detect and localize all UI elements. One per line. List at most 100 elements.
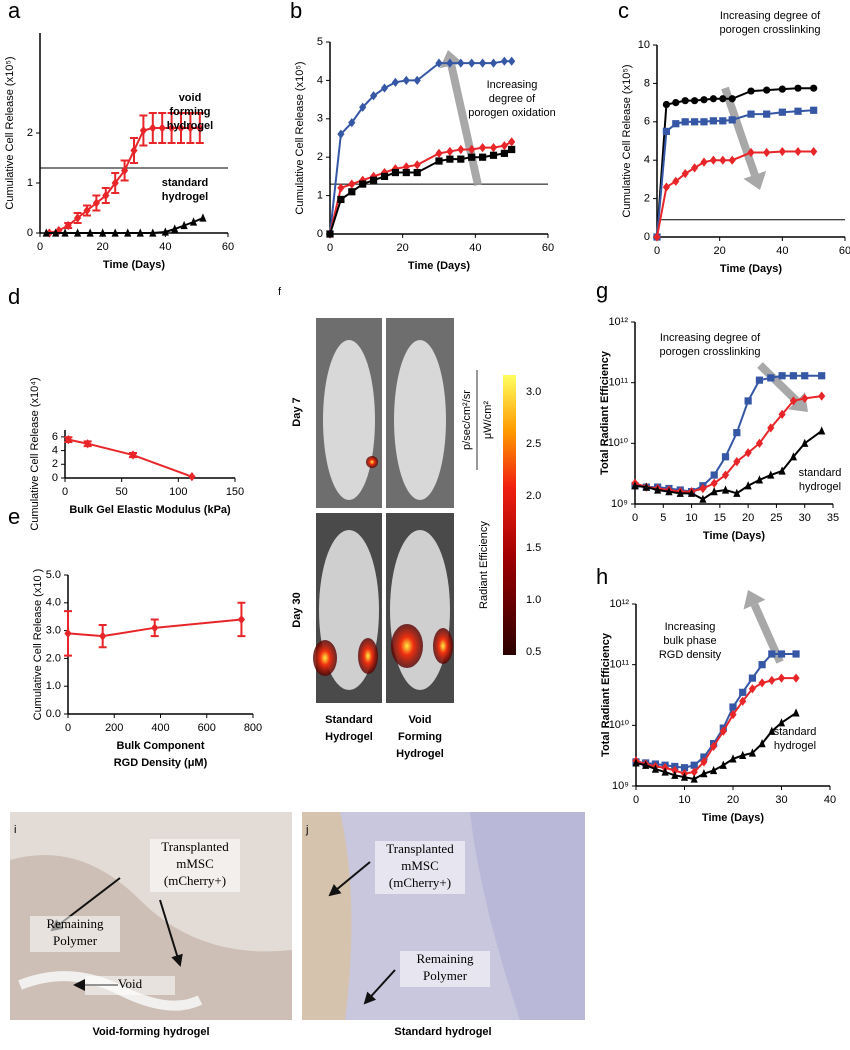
x-axis-label: RGD Density (μM) [114,757,208,769]
marker [755,475,764,484]
y-tick-label: 2 [27,127,33,139]
y-tick-label: 2.0 [46,652,61,664]
marker [500,56,508,66]
marker [700,118,708,126]
trend-arrow [721,86,759,177]
marker [792,708,800,717]
marker [468,153,476,161]
marker [337,129,345,139]
y-tick-label: 8 [644,77,650,89]
marker [188,472,196,482]
marker [748,684,756,694]
x-tick-label: 400 [151,722,169,734]
x-tick-label: 5 [660,512,666,524]
chart: h 10⁹ 10¹⁰ 10¹¹ 10¹² 0 10 20 30 40 Time (Days) Tota… [596,564,836,824]
annotation: degree of [489,93,536,105]
marker [676,488,684,497]
marker [489,58,498,68]
panel-label: d [8,284,20,309]
y-tick-label: 0.0 [46,708,61,720]
marker [792,673,800,683]
marker [748,674,756,682]
y-tick-label: 10⁹ [611,498,628,510]
marker [654,485,662,494]
marker [778,85,786,93]
annotation: Increasing degree of [660,332,761,344]
note: Transplanted [386,841,454,856]
marker [719,95,727,103]
marker [370,171,378,181]
marker [661,767,669,776]
x-tick-label: 20 [97,241,109,253]
trend-arrow-head [743,170,767,190]
marker [446,155,454,163]
marker [457,58,465,68]
marker [729,710,737,720]
marker [792,650,800,658]
panel-label: e [8,504,20,529]
y-tick-label: 2 [644,193,650,205]
marker [632,758,640,767]
panel-label: a [8,0,21,23]
x-tick-label: 0 [327,242,333,254]
marker [729,703,737,711]
marker [818,391,826,401]
annotation: standard [799,467,842,479]
annotation: standard [162,177,208,189]
marker [86,228,94,237]
marker [391,168,399,177]
annotation: hydrogel [799,481,841,493]
marker [767,470,775,479]
marker [402,168,410,177]
y-axis-label: Cumulative Cell Release (x10⁵) [621,64,633,217]
marker [672,99,680,107]
marker [721,470,730,480]
x-tick-label: 30 [799,512,811,524]
x-axis-label: Time (Days) [103,259,165,271]
marker [700,757,708,767]
note: Void [118,976,143,991]
annotation: porogen oxidation [468,107,555,119]
x-tick-label: 20 [714,245,726,257]
marker [435,157,443,165]
trend-arrow [750,602,784,664]
marker [468,144,476,155]
trend-arrow [757,362,800,404]
marker [768,726,776,735]
x-tick-label: 0 [62,486,68,498]
y-tick-label: 10¹¹ [608,377,628,389]
marker [149,123,157,133]
x-tick-label: 60 [542,242,554,254]
marker [744,448,752,458]
trend-arrow [447,64,482,186]
marker [818,372,826,380]
marker [651,764,659,773]
x-tick-label: 25 [770,512,782,524]
marker [767,374,775,382]
marker [690,767,698,777]
x-tick-label: 40 [824,794,836,806]
marker [61,228,69,237]
y-tick-label: 0 [27,227,33,239]
annotation: hydrogel [167,120,213,132]
marker [747,147,755,158]
panel-label: c [618,0,629,23]
marker [687,488,696,497]
y-tick-label: 4 [317,74,323,86]
marker [710,478,718,488]
marker [186,123,194,133]
x-axis-label: Time (Days) [720,263,782,275]
marker [681,118,689,126]
marker [168,123,176,133]
marker [794,107,802,115]
marker [83,205,91,216]
marker [42,228,50,237]
column-label: Forming [398,731,442,743]
marker [700,96,708,104]
marker [665,487,673,496]
marker [479,58,487,68]
marker [778,372,786,380]
marker [99,631,107,641]
marker [370,176,378,184]
